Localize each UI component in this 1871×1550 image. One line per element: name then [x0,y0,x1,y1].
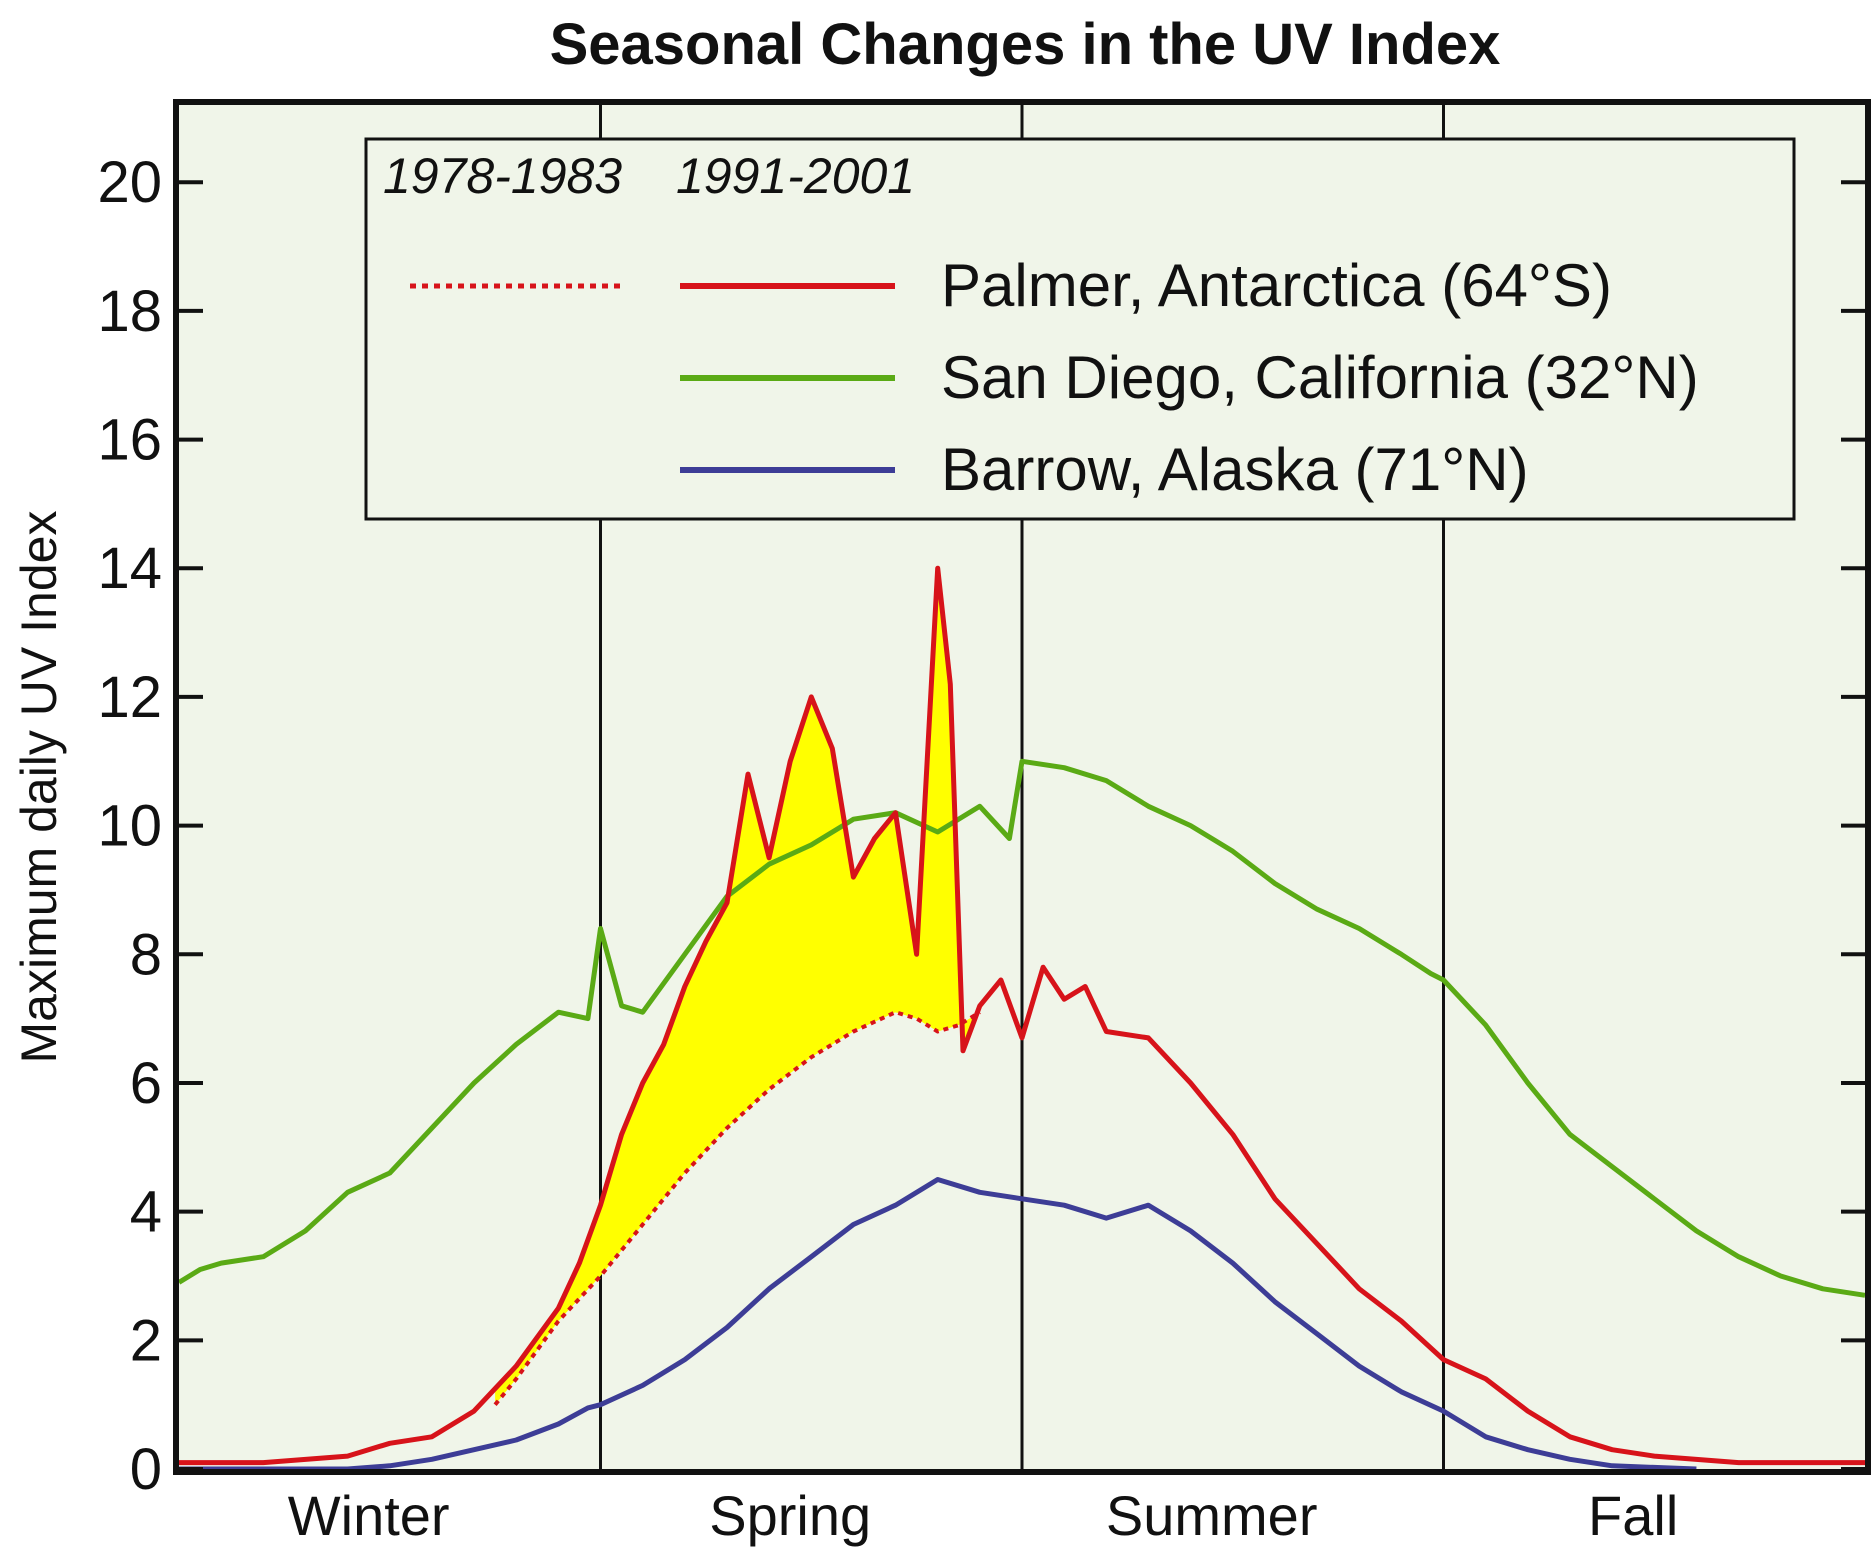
y-tick-label: 0 [130,1437,162,1502]
y-tick-label: 2 [130,1308,162,1373]
chart-title: Seasonal Changes in the UV Index [550,12,1501,77]
y-tick-label: 4 [130,1180,162,1245]
y-tick-label: 16 [97,408,162,473]
legend: 1978-1983 1991-2001 Palmer, Antarctica (… [364,137,1796,521]
y-axis-label: Maximum daily UV Index [11,511,67,1064]
y-tick-label: 6 [130,1051,162,1116]
y-tick-label: 12 [97,665,162,730]
y-tick-label: 20 [97,150,162,215]
y-tick-label: 18 [97,279,162,344]
y-tick-label: 10 [97,794,162,859]
legend-box [364,137,1796,521]
y-tick-label: 14 [97,536,162,601]
legend-header-left: 1978-1983 [383,148,622,204]
legend-label-san-diego: San Diego, California (32°N) [941,344,1699,411]
series-line-palmer [179,565,1865,1466]
season-label-summer: Summer [1106,1484,1318,1547]
plot-frame [173,99,1871,1475]
y-tick-label: 8 [130,922,162,987]
y-axis-ticks: 0 2 4 6 8 10 12 14 16 18 20 [97,150,1865,1502]
season-label-fall: Fall [1588,1484,1678,1547]
legend-label-palmer: Palmer, Antarctica (64°S) [941,252,1612,319]
ozone-hole-fill [495,576,980,1405]
x-axis-season-labels: Winter Spring Summer Fall [288,1484,1679,1547]
legend-label-barrow: Barrow, Alaska (71°N) [941,436,1529,503]
series-line-san-diego [177,758,1866,1298]
season-label-spring: Spring [709,1484,871,1547]
legend-header-right: 1991-2001 [676,148,915,204]
ozone-hole-fill-layer [495,576,980,1405]
series-line-barrow [179,1177,1697,1472]
season-label-winter: Winter [288,1484,450,1547]
series-layer [177,565,1866,1472]
